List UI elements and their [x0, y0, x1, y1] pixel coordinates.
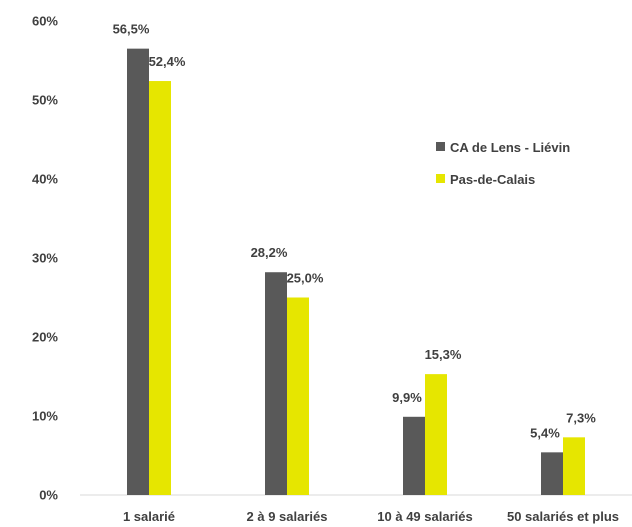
legend: CA de Lens - Liévin Pas-de-Calais	[436, 140, 570, 187]
y-tick-label: 10%	[32, 409, 58, 424]
bar-series-1-cat-3	[403, 416, 425, 495]
legend-swatch-1	[436, 142, 445, 151]
category-label: 1 salarié	[123, 509, 175, 524]
y-tick-label: 30%	[32, 251, 58, 266]
y-axis-tick-labels: 0% 10% 20% 30% 40% 50% 60%	[32, 14, 58, 503]
data-label: 28,2%	[251, 245, 288, 260]
data-label: 25,0%	[287, 271, 324, 286]
data-label: 7,3%	[566, 410, 596, 425]
bar-series-1-cat-2	[265, 272, 287, 495]
data-label: 56,5%	[113, 22, 150, 37]
data-label: 9,9%	[392, 390, 422, 405]
y-tick-label: 50%	[32, 93, 58, 108]
legend-swatch-2	[436, 174, 445, 183]
bars-group	[127, 48, 585, 496]
y-tick-label: 60%	[32, 14, 58, 29]
category-labels: 1 salarié 2 à 9 salariés 10 à 49 salariés 5…	[123, 509, 619, 524]
bar-series-2-cat-3	[425, 374, 447, 495]
bar-series-1-cat-1	[127, 48, 149, 496]
bar-series-2-cat-2	[287, 297, 309, 495]
bar-series-2-cat-1	[149, 81, 171, 495]
legend-label-1: CA de Lens - Liévin	[450, 140, 570, 155]
data-label: 15,3%	[425, 347, 462, 362]
category-label: 2 à 9 salariés	[247, 509, 328, 524]
y-tick-label: 20%	[32, 330, 58, 345]
y-tick-label: 0%	[39, 488, 58, 503]
data-label: 52,4%	[149, 54, 186, 69]
data-labels-group: 56,5% 52,4% 28,2% 25,0% 9,9% 15,3% 5,4% 7,3%	[113, 22, 597, 441]
category-label: 10 à 49 salariés	[377, 509, 472, 524]
data-label: 5,4%	[530, 425, 560, 440]
y-tick-label: 40%	[32, 172, 58, 187]
legend-label-2: Pas-de-Calais	[450, 172, 535, 187]
category-label: 50 salariés et plus	[507, 509, 619, 524]
bar-series-1-cat-4	[541, 452, 563, 495]
bar-series-2-cat-4	[563, 437, 585, 495]
